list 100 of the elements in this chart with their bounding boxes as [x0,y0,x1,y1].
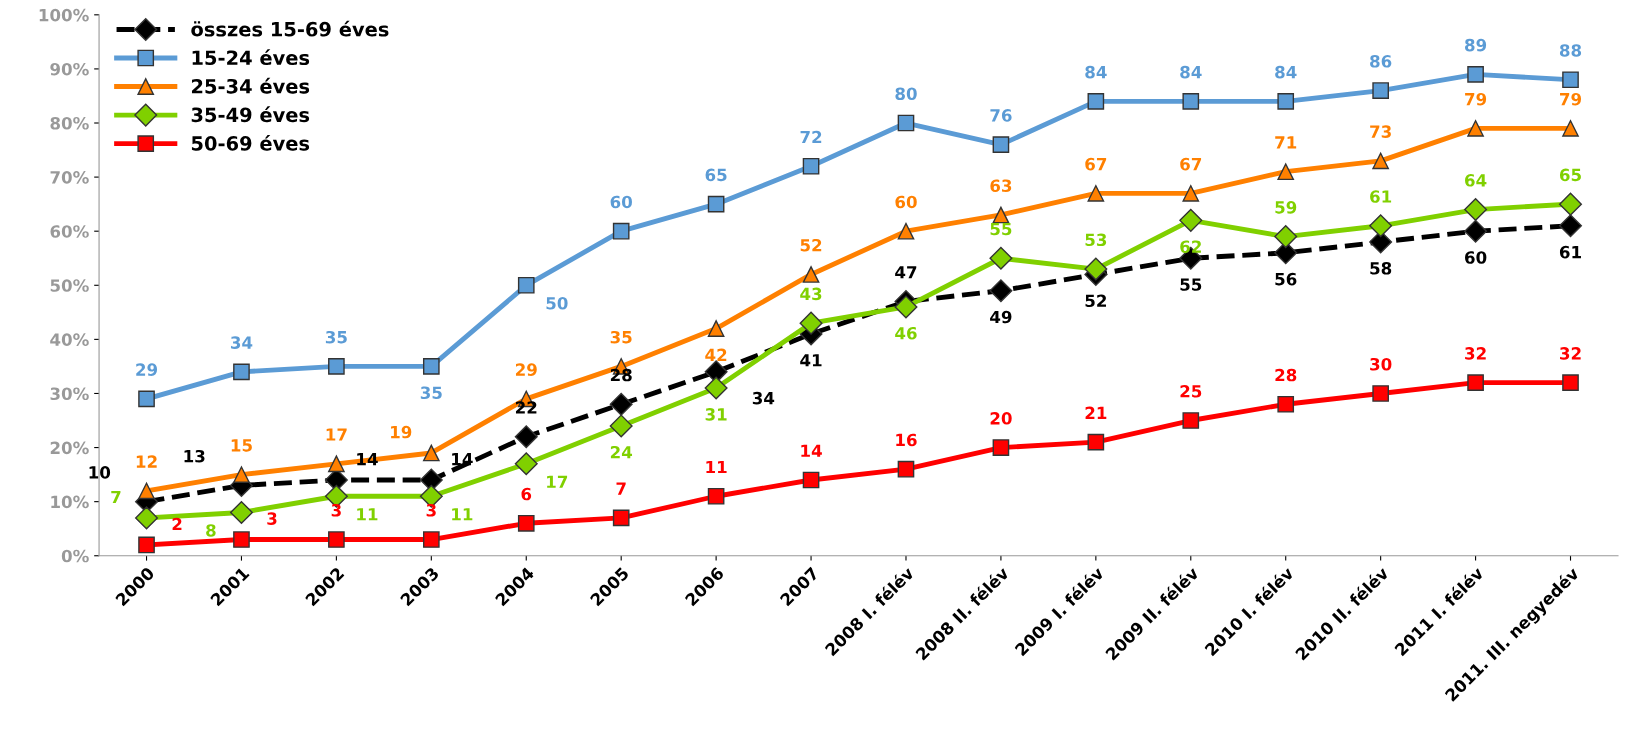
point [707,195,725,213]
y-tick-label: 80% [50,116,89,130]
legend-label: 15-24 éves [192,49,310,66]
point [1464,219,1488,243]
data-label: 61 [1370,190,1392,203]
data-label: 50 [546,296,568,310]
data-label: 84 [1085,65,1107,79]
data-label: 11 [706,460,727,474]
point [229,500,253,524]
data-label: 63 [990,179,1012,193]
point [514,452,538,476]
point [897,460,915,478]
legend-label: összes 15-69 éves [191,20,389,37]
point [422,358,440,375]
point [517,514,535,532]
data-label: 35 [420,386,442,400]
point [1562,71,1579,89]
data-label: 84 [1275,65,1297,79]
y-tick-label: 10% [51,495,89,509]
point [609,414,633,438]
data-label: 13 [184,449,205,463]
data-label: 53 [1085,233,1107,247]
data-label: 29 [136,363,158,376]
data-label: 2 [172,517,182,531]
point [1274,225,1298,249]
data-label: 3 [267,512,277,525]
data-label: 32 [1465,347,1486,360]
point [422,531,440,548]
data-label: 29 [515,363,537,376]
point [1562,120,1579,137]
point [1084,257,1108,281]
data-label: 56 [1275,272,1297,286]
data-label: 25 [1180,384,1202,398]
data-label: 67 [1180,157,1202,171]
data-label: 89 [1465,38,1487,52]
data-label: 24 [610,445,633,459]
y-tick-label: 60% [50,225,89,238]
point [1372,385,1389,402]
point [138,536,155,554]
point [138,482,155,500]
y-tick-label: 20% [50,441,89,455]
y-tick-label: 100% [39,8,89,22]
data-label: 28 [1275,368,1297,382]
data-label: 43 [800,287,822,301]
point [992,206,1010,224]
point [1559,192,1583,216]
point [233,466,250,483]
data-label: 64 [1465,174,1487,187]
point [1182,184,1200,202]
data-label: 79 [1465,92,1487,106]
data-label: 19 [391,425,412,439]
point [1562,374,1579,391]
data-label: 47 [895,266,917,279]
data-label: 12 [136,455,157,468]
point [1467,374,1484,391]
data-label: 10 [89,466,111,479]
point [1182,93,1200,110]
data-label: 52 [1085,294,1106,308]
point [897,114,915,132]
data-label: 34 [752,391,775,405]
data-label: 86 [1370,55,1392,68]
data-label: 35 [325,330,347,344]
data-label: 30 [1370,357,1392,371]
data-label: 65 [1559,168,1581,182]
point [894,295,918,319]
data-label: 41 [800,354,822,367]
data-label: 16 [896,433,917,447]
point [1087,433,1105,451]
data-label: 60 [1465,251,1487,264]
data-label: 17 [547,475,568,488]
data-label: 46 [895,326,917,340]
y-tick-label: 40% [50,333,89,346]
point [1179,208,1203,232]
legend-label: 25-34 éves [191,77,310,94]
point [704,376,728,400]
y-tick-label: 90% [50,62,89,76]
data-label: 34 [230,336,253,349]
data-label: 32 [1560,347,1581,360]
data-label: 61 [1559,245,1581,259]
data-label: 76 [990,109,1012,122]
data-label: 3 [426,503,436,517]
data-label: 7 [616,482,626,495]
point [1277,163,1295,181]
point [802,471,820,489]
point [989,279,1013,303]
point [138,390,155,408]
point [802,266,820,283]
point [1182,412,1200,429]
point [707,320,725,337]
point [992,439,1010,456]
point [989,246,1013,270]
point [1372,152,1389,170]
point [1464,198,1488,222]
data-label: 15 [231,439,252,452]
data-label: 72 [800,130,822,144]
point [514,425,538,449]
point [612,509,630,527]
y-tick-label: 0% [61,549,89,563]
data-label: 88 [1559,44,1582,57]
data-label: 42 [705,348,727,361]
